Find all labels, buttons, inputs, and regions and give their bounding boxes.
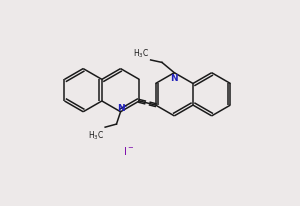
Text: N: N xyxy=(170,73,178,82)
Text: N: N xyxy=(117,103,124,112)
Text: H$_3$C: H$_3$C xyxy=(133,47,150,60)
Text: H$_3$C: H$_3$C xyxy=(88,129,104,141)
Text: I$^-$: I$^-$ xyxy=(123,144,134,156)
Text: +: + xyxy=(122,104,127,109)
